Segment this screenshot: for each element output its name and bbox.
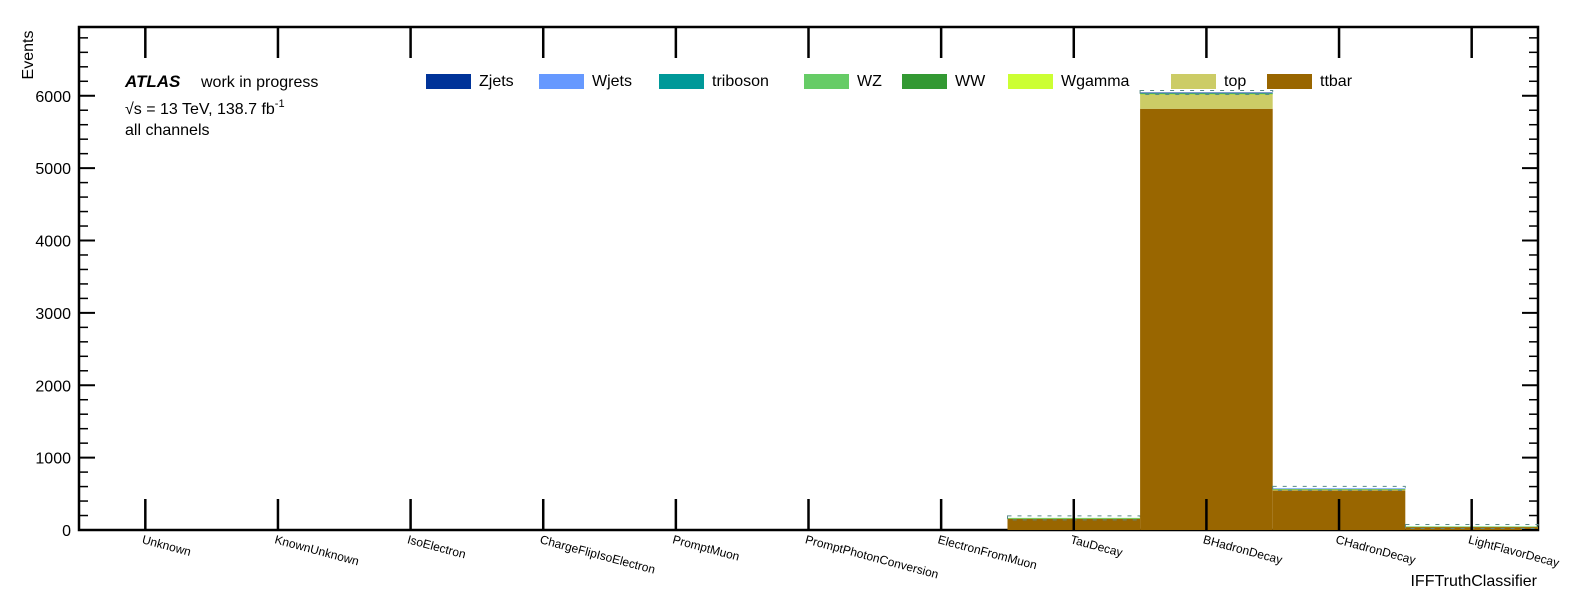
x-tick-label-unknown: Unknown	[141, 532, 193, 558]
y-axis-title: Events	[20, 31, 37, 80]
bar-ttbar-bhadrondecay	[1140, 108, 1273, 530]
y-tick-label: 6000	[35, 89, 71, 106]
legend-label-ww: WW	[955, 73, 986, 90]
legend-label-wgamma: Wgamma	[1061, 73, 1130, 90]
uncertainty-band-bhadrondecay	[1139, 90, 1274, 95]
atlas-label: ATLAS	[124, 72, 181, 91]
legend-swatch-zjets	[426, 74, 471, 89]
x-tick-label-promptmuon: PromptMuon	[671, 532, 741, 563]
energy-label: √s = 13 TeV, 138.7 fb-1	[125, 98, 285, 118]
bar-top-bhadrondecay	[1140, 94, 1273, 109]
legend-label-zjets: Zjets	[479, 73, 514, 90]
x-tick-label-electronfrommuon: ElectronFromMuon	[936, 532, 1038, 572]
y-tick-label: 0	[62, 523, 71, 540]
legend-label-triboson: triboson	[712, 73, 769, 90]
channels-label: all channels	[125, 122, 210, 139]
legend-swatch-wz	[804, 74, 849, 89]
x-tick-label-chargeflipisoelectron: ChargeFlipIsoElectron	[538, 532, 656, 576]
y-tick-label: 1000	[35, 451, 71, 468]
y-tick-label: 4000	[35, 234, 71, 251]
energy-text: √s = 13 TeV, 138.7 fb	[125, 101, 275, 118]
bar-zjets-bhadrondecay	[1140, 92, 1273, 94]
x-tick-label-chadrondecay: CHadronDecay	[1334, 532, 1417, 567]
bar-wjets-chadrondecay	[1272, 488, 1406, 489]
legend-swatch-wgamma	[1008, 74, 1053, 89]
legend: Zjets Wjets triboson WZ WW Wgamma top ttbar	[426, 73, 1353, 90]
legend-swatch-wjets	[539, 74, 584, 89]
y-tick-label: 5000	[35, 161, 71, 178]
x-tick-label-bhadrondecay: BHadronDecay	[1202, 532, 1284, 567]
x-tick-label-isoelectron: IsoElectron	[406, 532, 468, 561]
legend-swatch-ttbar	[1267, 74, 1312, 89]
legend-swatch-top	[1171, 74, 1216, 89]
energy-exponent: -1	[275, 98, 285, 110]
uncertainty-band-chadrondecay	[1272, 485, 1406, 491]
y-tick-label: 2000	[35, 378, 71, 395]
x-tick-label-knownunknown: KnownUnknown	[273, 532, 360, 568]
legend-label-wjets: Wjets	[592, 73, 632, 90]
legend-label-ttbar: ttbar	[1320, 73, 1353, 90]
bar-ww-bhadrondecay	[1140, 93, 1273, 95]
bar-ww-chadrondecay	[1272, 488, 1406, 490]
legend-swatch-ww	[902, 74, 947, 89]
bar-top-chadrondecay	[1272, 489, 1406, 491]
x-tick-label-taudecay: TauDecay	[1069, 532, 1124, 559]
legend-swatch-triboson	[659, 74, 704, 89]
x-tick-label-promptphotonconversion: PromptPhotonConversion	[804, 532, 940, 581]
plot-frame	[77, 25, 1540, 532]
x-tick-label-lightflavordecay: LightFlavorDecay	[1467, 532, 1561, 570]
legend-label-wz: WZ	[857, 73, 882, 90]
x-axis-title: IFFTruthClassifier	[1410, 573, 1537, 590]
y-tick-label: 3000	[35, 306, 71, 323]
status-label: work in progress	[200, 74, 318, 91]
bars-layer	[1007, 90, 1539, 530]
legend-label-top: top	[1224, 73, 1246, 90]
